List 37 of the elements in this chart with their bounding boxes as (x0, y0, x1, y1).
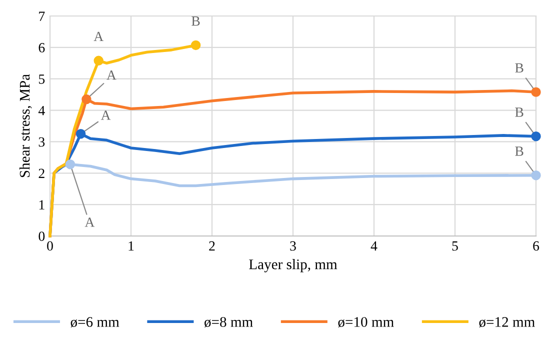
annotation: B (515, 146, 524, 156)
annotation: A (94, 32, 104, 42)
y-tick-label: 3 (38, 137, 45, 147)
legend-label: ø=8 mm (204, 317, 253, 328)
y-tick-label: 6 (38, 43, 45, 52)
x-tick-label: 0 (47, 241, 53, 251)
x-tick-label: 6 (533, 241, 540, 251)
x-tick-label: 2 (209, 241, 215, 250)
x-tick-label: 5 (452, 241, 458, 251)
legend-label: ø=10 mm (338, 317, 394, 328)
annotation: A (106, 70, 116, 80)
point (82, 94, 92, 104)
point (190, 40, 201, 50)
y-tick-label: 0 (38, 232, 45, 241)
y-axis-title: Shear stress, MPa (19, 74, 32, 178)
annotation: B (192, 16, 200, 26)
annotation: B (515, 63, 524, 72)
annotation: A (100, 110, 111, 120)
x-tick-label: 4 (370, 241, 378, 250)
y-tick-label: 4 (38, 106, 45, 116)
x-tick-label: 1 (128, 241, 134, 250)
annotation: B (515, 108, 524, 117)
point (531, 170, 541, 180)
point (76, 128, 86, 139)
point (531, 87, 541, 97)
legend-label: ø=6 mm (70, 317, 120, 328)
x-tick-label: 3 (290, 241, 296, 251)
x-axis-title: Layer slip, mm (249, 259, 338, 272)
point (94, 56, 104, 66)
y-tick-label: 2 (38, 168, 44, 178)
y-tick-label: 1 (39, 200, 44, 210)
annotation: A (84, 218, 95, 227)
point (531, 132, 541, 142)
legend-label: ø=12 mm (479, 317, 535, 328)
point (65, 159, 76, 170)
y-tick-label: 5 (39, 74, 45, 84)
y-tick-label: 7 (39, 12, 45, 21)
